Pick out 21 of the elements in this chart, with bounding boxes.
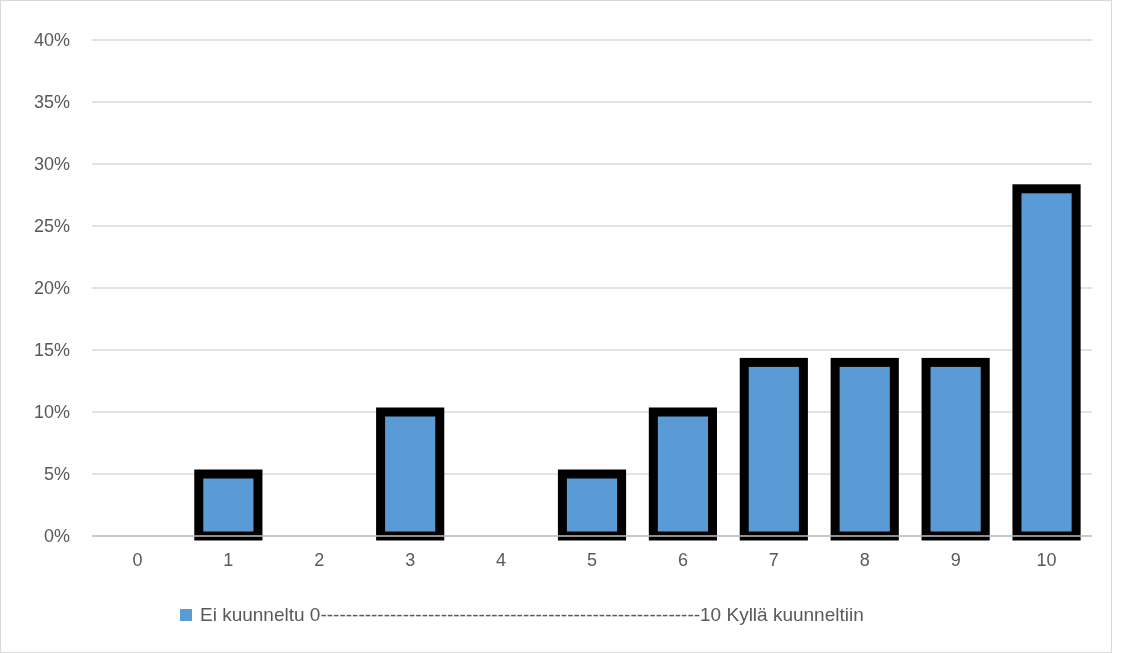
x-tick-label: 6 (677, 550, 688, 570)
y-tick-label: 40% (33, 30, 70, 51)
x-tick-label: 10 (1036, 550, 1057, 570)
x-tick-label: 2 (314, 550, 325, 570)
y-tick-label: 0% (43, 526, 70, 547)
y-tick-label: 25% (33, 216, 70, 237)
y-tick-label: 20% (33, 278, 70, 299)
x-tick-label: 5 (586, 550, 598, 570)
y-tick-label: 10% (33, 402, 70, 423)
x-tick-label: 8 (859, 550, 870, 570)
x-tick-label: 1 (223, 550, 234, 570)
x-tick-label: 9 (950, 550, 961, 570)
legend-label: Ei kuunneltu 0------------------------------------------------------------10 Kyllä kuunneltiin (200, 604, 864, 625)
y-tick-label: 5% (43, 464, 70, 485)
x-tick-label: 3 (405, 550, 416, 570)
y-tick-label: 15% (33, 340, 70, 361)
x-tick-label: 0 (132, 550, 143, 570)
x-tick-label: 4 (496, 550, 507, 570)
x-tick-label: 7 (768, 550, 779, 570)
y-tick-label: 35% (33, 92, 70, 113)
y-tick-label: 30% (33, 154, 70, 175)
